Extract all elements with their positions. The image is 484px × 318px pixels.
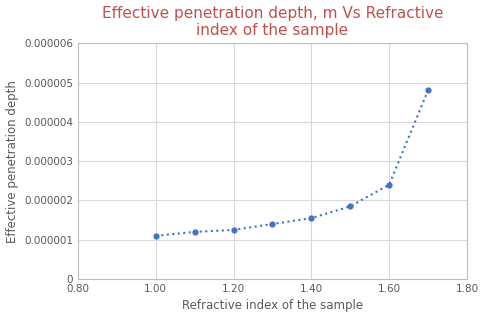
Title: Effective penetration depth, m Vs Refractive
index of the sample: Effective penetration depth, m Vs Refrac…	[102, 5, 443, 38]
X-axis label: Refractive index of the sample: Refractive index of the sample	[182, 300, 363, 313]
Y-axis label: Effective penetration depth: Effective penetration depth	[5, 80, 18, 243]
